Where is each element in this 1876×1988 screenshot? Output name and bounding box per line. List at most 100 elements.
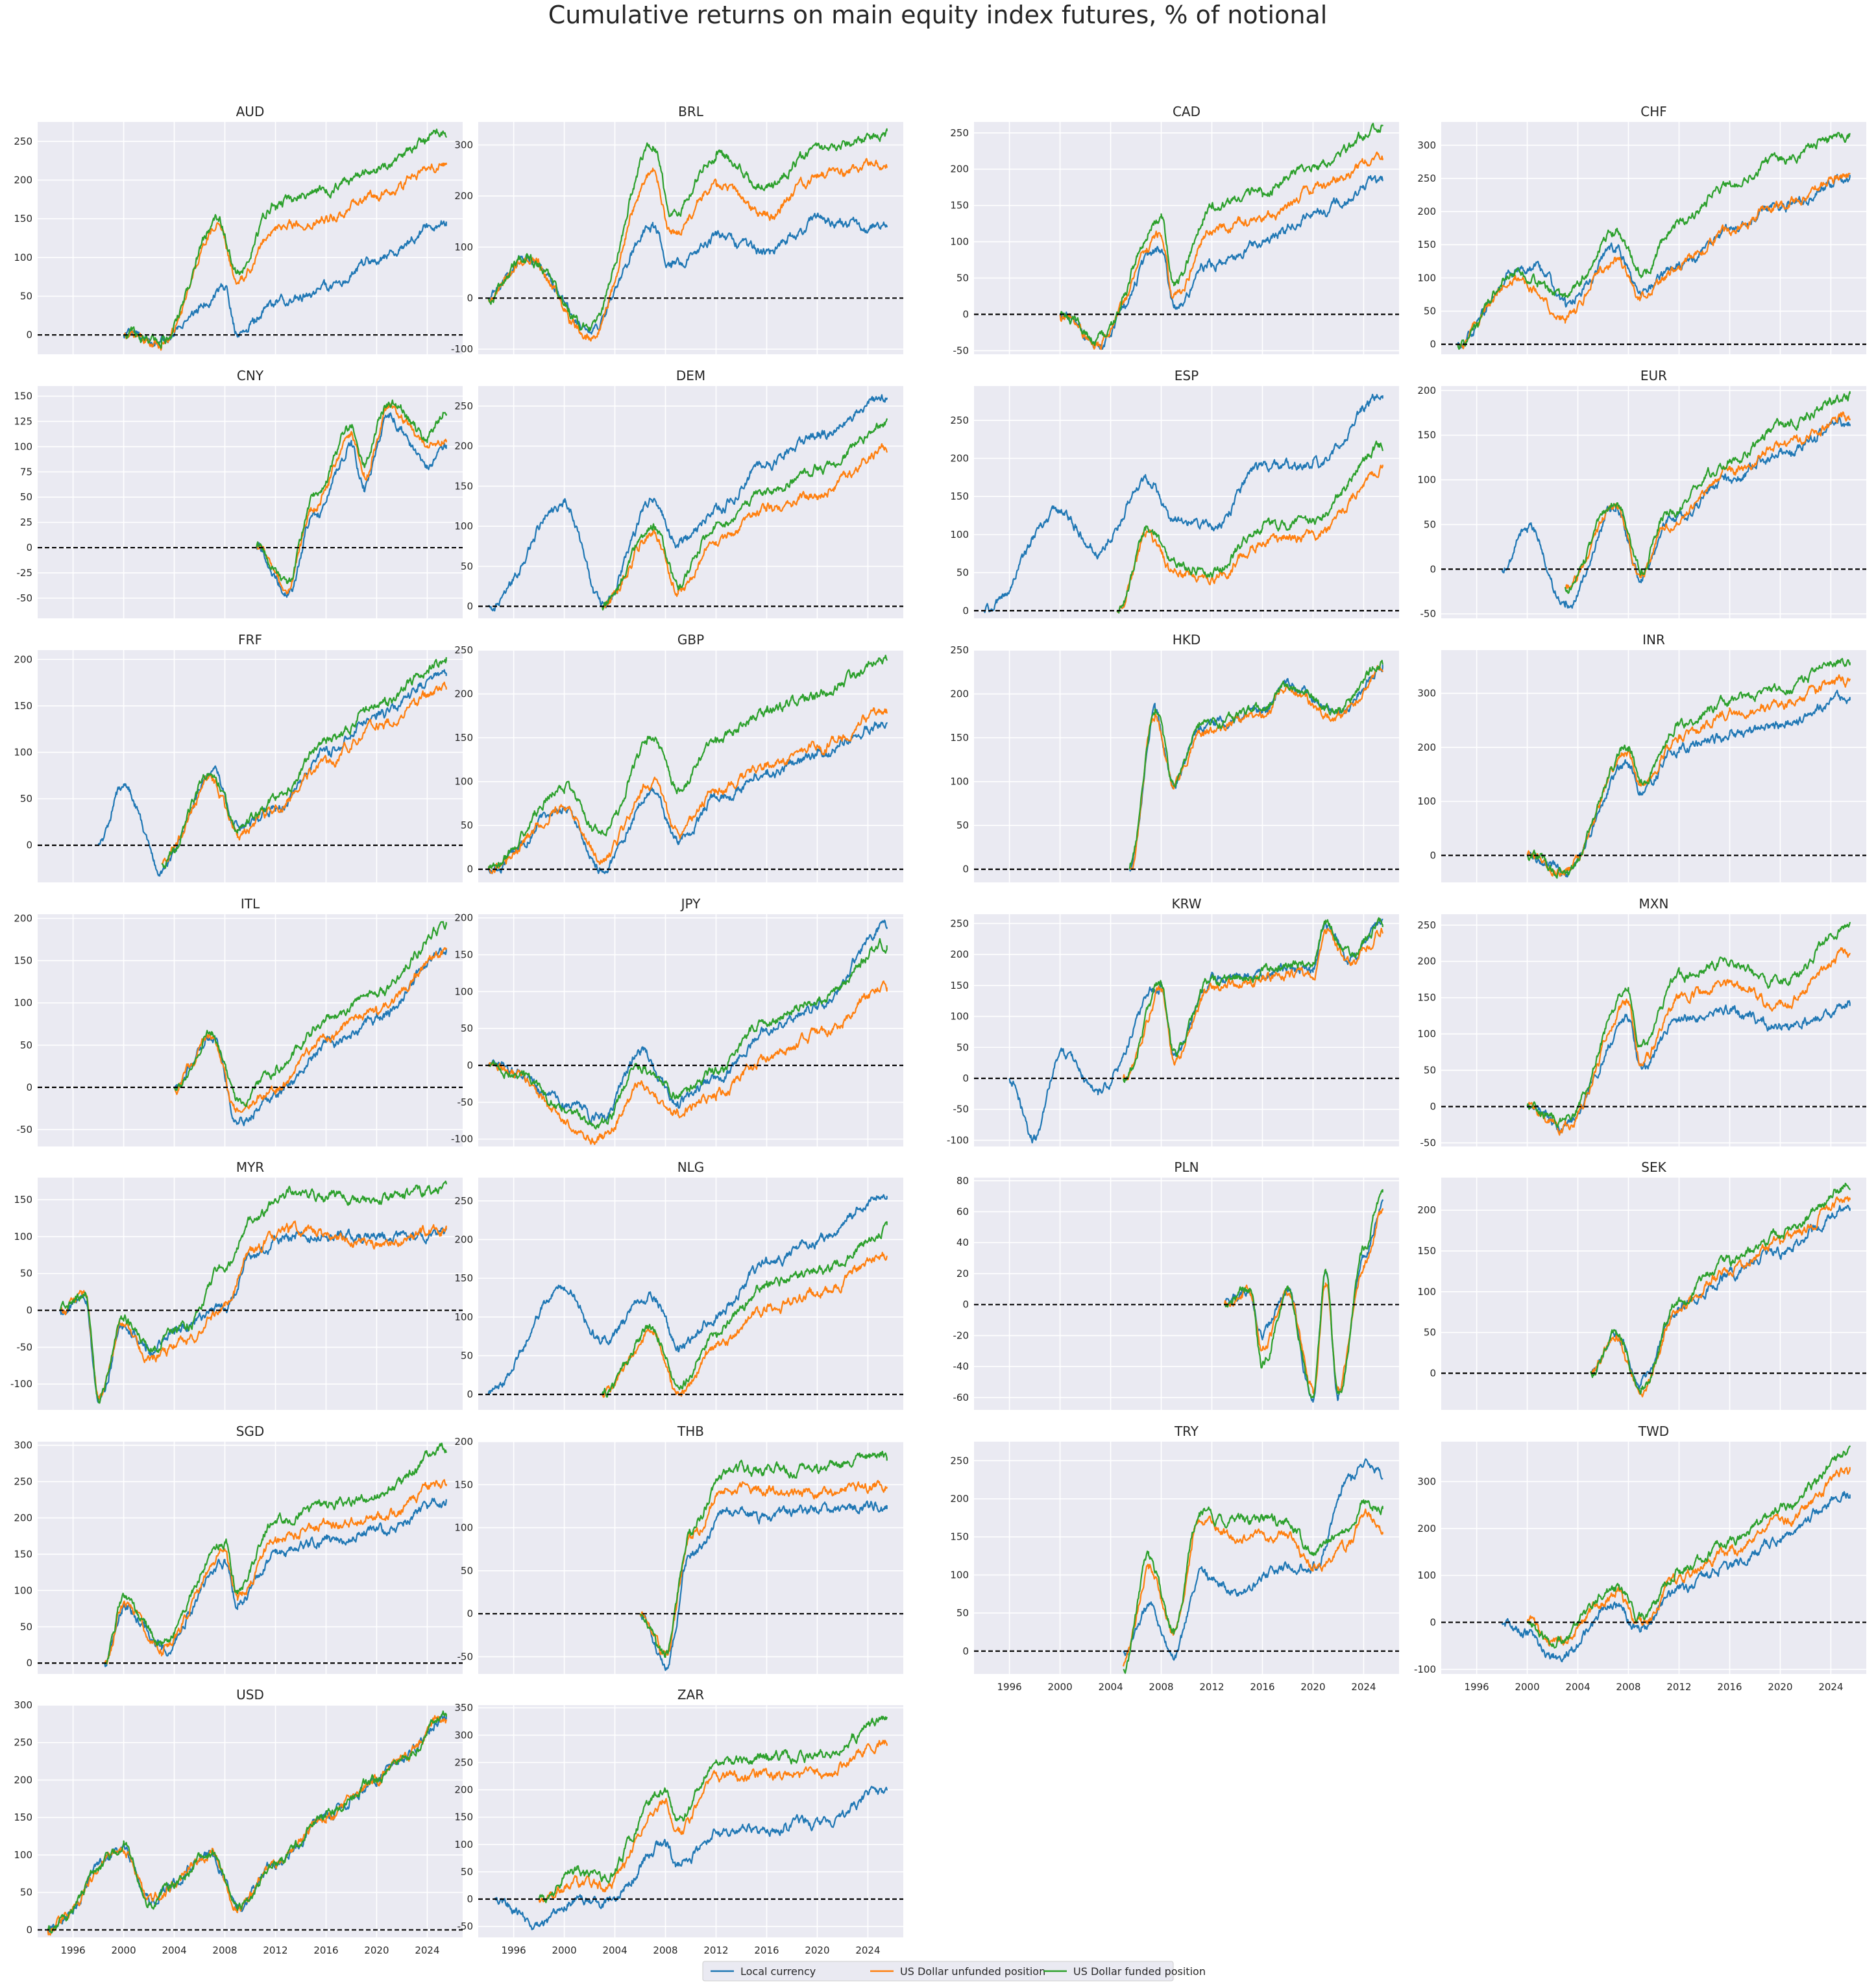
y-tick-label: 100 xyxy=(454,1839,473,1850)
series-lines xyxy=(104,1442,447,1667)
y-tick-label: 150 xyxy=(950,1531,969,1543)
y-tick-label: 200 xyxy=(14,1774,32,1786)
y-tick-label: 0 xyxy=(962,1645,969,1657)
y-tick-label: 100 xyxy=(1417,474,1436,486)
y-tick-label: 100 xyxy=(454,520,473,532)
x-tick-label: 2000 xyxy=(111,1945,136,1956)
panel-esp: 0 50 100 150 200 250 ESP xyxy=(950,368,1399,618)
y-tick-label: 150 xyxy=(454,732,473,744)
y-tick-label: 50 xyxy=(461,1023,473,1034)
y-tick-label: 0 xyxy=(1430,1616,1436,1628)
y-tick-label: 100 xyxy=(1417,1570,1436,1581)
y-tick-label: -100 xyxy=(947,1134,969,1146)
series-unfunded xyxy=(1128,665,1383,870)
x-tick-label: 2024 xyxy=(1351,1681,1376,1693)
series-funded xyxy=(1526,922,1851,1128)
series-local xyxy=(1526,690,1851,878)
x-tick-label: 1996 xyxy=(1464,1681,1489,1693)
series-unfunded xyxy=(601,1252,888,1398)
y-tick-label: 200 xyxy=(14,913,32,925)
y-tick-label: 100 xyxy=(14,997,32,1009)
y-tick-label: 200 xyxy=(454,1233,473,1245)
x-tick-label: 2020 xyxy=(805,1945,829,1956)
y-tick-label: 125 xyxy=(14,415,32,427)
panel-cny: -50 -25 0 25 50 75 100 125 150 CNY xyxy=(14,368,463,618)
y-tick-label: 50 xyxy=(461,1866,473,1878)
panel-background xyxy=(38,1705,463,1937)
y-tick-label: 200 xyxy=(14,1512,32,1523)
y-tick-label: 200 xyxy=(1417,1204,1436,1216)
y-tick-label: 250 xyxy=(1417,919,1436,931)
y-tick-label: 0 xyxy=(1430,1367,1436,1379)
x-tick-label: 2024 xyxy=(855,1945,880,1956)
y-tick-label: 0 xyxy=(962,1073,969,1084)
y-tick-label: 200 xyxy=(950,453,969,465)
y-tick-label: 250 xyxy=(14,1476,32,1488)
x-tick-label: 2024 xyxy=(1818,1681,1843,1693)
panel-background xyxy=(478,650,903,882)
series-funded xyxy=(104,1442,447,1664)
series-funded xyxy=(1224,1189,1383,1399)
panel-eur: -50 0 50 100 150 200 EUR xyxy=(1417,368,1866,620)
series-local xyxy=(1526,1000,1851,1133)
series-lines xyxy=(47,1710,447,1936)
series-lines xyxy=(1526,922,1851,1136)
panel-krw: -100 -50 0 50 100 150 200 250 KRW xyxy=(947,896,1399,1146)
panel-title: CHF xyxy=(1640,104,1667,119)
y-tick-label: 50 xyxy=(20,1039,32,1051)
series-funded xyxy=(601,1221,888,1398)
x-tick-label: 2004 xyxy=(1565,1681,1590,1693)
y-tick-label: 300 xyxy=(14,1440,32,1451)
panel-title: ESP xyxy=(1175,368,1199,383)
series-local xyxy=(123,220,447,347)
y-tick-label: 50 xyxy=(461,1565,473,1577)
series-unfunded xyxy=(1457,172,1851,350)
panel-background xyxy=(974,122,1399,354)
y-tick-label: -50 xyxy=(457,1921,474,1932)
series-funded xyxy=(1589,1182,1851,1395)
y-tick-label: 200 xyxy=(14,175,32,186)
y-tick-label: 0 xyxy=(26,1305,32,1316)
panel-title: EUR xyxy=(1640,368,1667,383)
panel-title: TRY xyxy=(1174,1424,1199,1439)
x-tick-label: 1996 xyxy=(60,1945,85,1956)
y-tick-label: -50 xyxy=(17,592,33,604)
y-tick-label: 150 xyxy=(950,491,969,502)
panel-sek: 0 50 100 150 200 SEK xyxy=(1417,1159,1866,1410)
x-tick-label: 2004 xyxy=(602,1945,627,1956)
y-tick-label: -100 xyxy=(10,1378,32,1390)
series-lines xyxy=(1501,391,1851,609)
series-lines xyxy=(487,128,888,342)
y-tick-label: 0 xyxy=(467,1060,473,1071)
series-lines xyxy=(1059,123,1383,350)
y-tick-label: 0 xyxy=(962,605,969,616)
y-tick-label: 0 xyxy=(26,1657,32,1669)
y-tick-label: 100 xyxy=(1417,1286,1436,1298)
series-unfunded xyxy=(1565,411,1851,589)
series-local xyxy=(1501,1491,1851,1663)
y-tick-label: 150 xyxy=(454,949,473,961)
series-funded xyxy=(47,1710,447,1934)
series-local xyxy=(1501,417,1851,609)
y-tick-label: -50 xyxy=(17,1124,33,1135)
panel-inr: 0 100 200 300 INR xyxy=(1417,632,1866,882)
y-tick-label: 0 xyxy=(26,1082,32,1093)
y-tick-label: 100 xyxy=(950,1569,969,1581)
series-lines xyxy=(1223,1189,1383,1403)
y-tick-label: 50 xyxy=(956,819,969,831)
y-tick-label: 50 xyxy=(1424,518,1436,530)
y-tick-label: 150 xyxy=(1417,1245,1436,1257)
x-tick-label: 2008 xyxy=(1616,1681,1640,1693)
panel-zar: -50 0 50 100 150 200 250 300 350 ZAR 1996 2000 2004 2… xyxy=(454,1687,903,1956)
series-unfunded xyxy=(487,707,888,874)
y-tick-label: 200 xyxy=(1417,385,1436,396)
panel-title: MXN xyxy=(1639,896,1669,912)
y-tick-label: 150 xyxy=(454,1479,473,1490)
y-tick-label: -50 xyxy=(457,1651,474,1662)
y-tick-label: -50 xyxy=(953,345,969,356)
panel-sgd: 0 50 100 150 200 250 300 SGD xyxy=(14,1424,463,1674)
series-unfunded xyxy=(161,681,447,865)
panel-background xyxy=(478,122,903,354)
y-tick-label: 250 xyxy=(950,1455,969,1466)
x-tick-label: 2020 xyxy=(1768,1681,1792,1693)
